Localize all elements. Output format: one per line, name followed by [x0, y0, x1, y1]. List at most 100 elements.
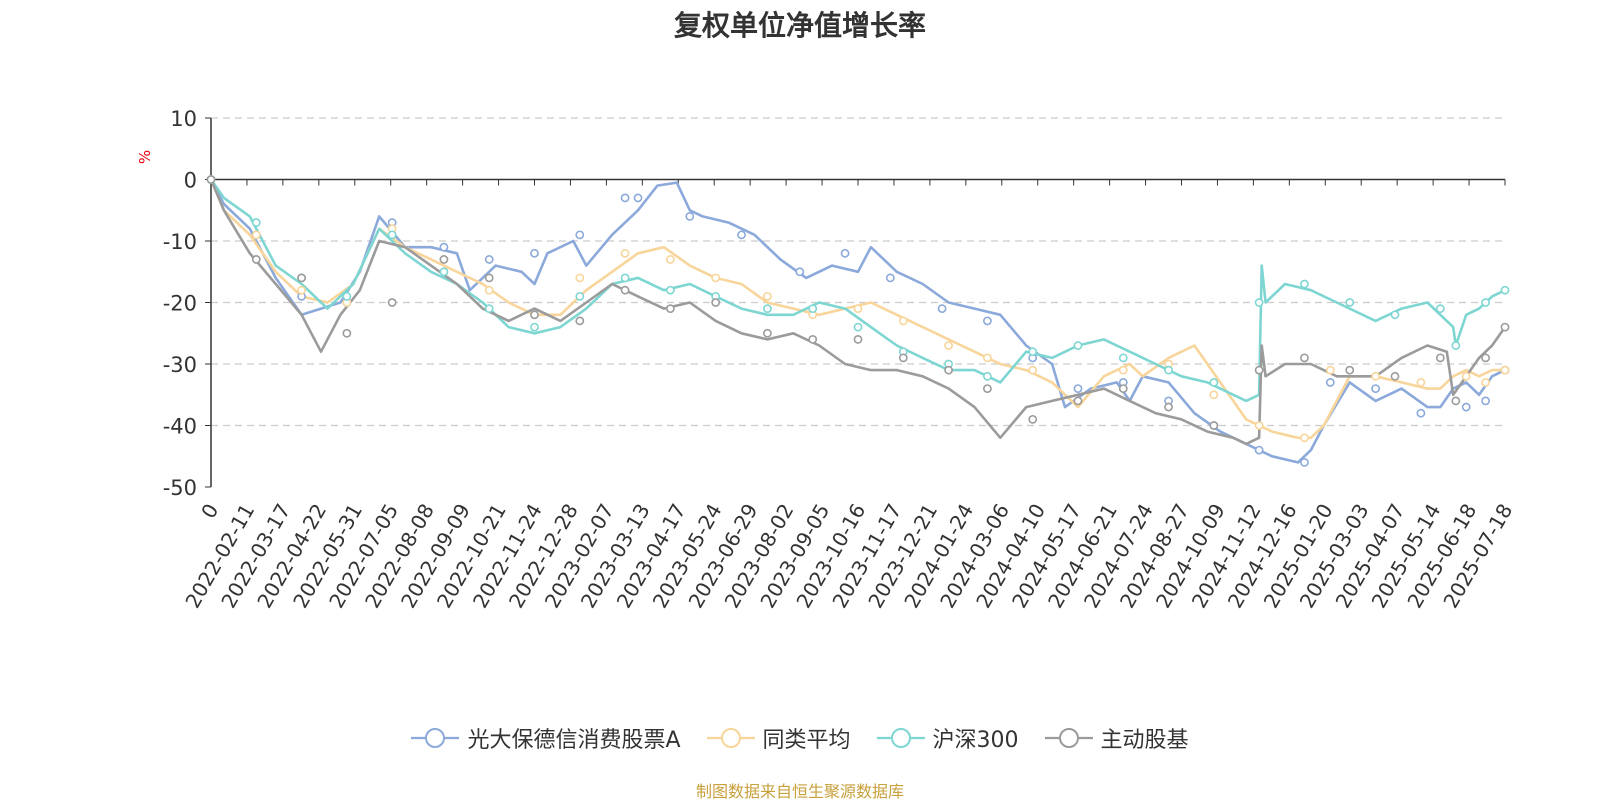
legend-item[interactable]: 沪深300 — [876, 722, 1019, 754]
series-point-3 — [297, 273, 306, 283]
series-point-2 — [1345, 298, 1355, 307]
series-point-1 — [1461, 371, 1471, 381]
series-point-2 — [620, 273, 630, 283]
series-point-3 — [944, 365, 953, 375]
series-point-2 — [251, 218, 261, 227]
series-point-3 — [711, 298, 721, 307]
legend-label: 沪深300 — [932, 728, 1019, 753]
series-point-0 — [937, 304, 947, 314]
legend-item[interactable]: 同类平均 — [706, 722, 851, 754]
legend-swatch-icon — [1044, 728, 1093, 748]
series-point-1 — [944, 341, 953, 350]
series-point-3 — [1451, 396, 1461, 406]
series-point-3 — [575, 316, 585, 326]
source-note: 制图数据来自恒生聚源数据库 — [695, 782, 904, 801]
series-point-3 — [898, 353, 908, 363]
series-point-2 — [1254, 298, 1264, 307]
legend-label: 同类平均 — [762, 728, 851, 753]
legend-swatch-icon — [411, 728, 460, 748]
series-point-3 — [342, 328, 352, 338]
series-point-2 — [342, 291, 352, 301]
series-point-3 — [1028, 414, 1038, 424]
series-point-3 — [620, 285, 630, 295]
series-point-3 — [206, 175, 216, 184]
series-point-2 — [575, 291, 585, 301]
legend-swatch-circle — [1058, 728, 1079, 748]
series-point-0 — [439, 242, 449, 252]
series-point-2 — [763, 304, 772, 314]
x-tick-label: 0 — [196, 500, 223, 523]
series-point-2 — [1300, 279, 1309, 289]
series-point-1 — [484, 285, 494, 295]
series-point-0 — [575, 230, 585, 240]
series-point-1 — [1416, 378, 1426, 387]
series-layer — [206, 175, 1510, 467]
series-point-3 — [251, 255, 261, 264]
series-point-2 — [1164, 365, 1173, 375]
y-tick-label: -30 — [163, 353, 197, 377]
series-point-0 — [530, 248, 539, 258]
series-point-3 — [665, 304, 675, 314]
series-point-1 — [1118, 365, 1128, 375]
series-point-0 — [633, 193, 643, 203]
series-point-3 — [1118, 384, 1128, 393]
series-line-1 — [209, 178, 1505, 440]
series-point-1 — [297, 285, 306, 295]
series-point-2 — [1118, 353, 1128, 363]
series-point-2 — [1435, 304, 1445, 314]
series-point-3 — [763, 328, 772, 338]
series-point-3 — [1300, 353, 1309, 363]
series-point-3 — [1345, 365, 1355, 375]
series-point-2 — [853, 322, 863, 332]
legend-label: 主动股基 — [1100, 728, 1189, 753]
series-point-3 — [1254, 365, 1264, 375]
series-point-3 — [1435, 353, 1445, 363]
series-point-1 — [1028, 365, 1038, 375]
series-point-1 — [575, 273, 585, 283]
chart-title: 复权单位净值增长率 — [673, 9, 926, 42]
legend-item[interactable]: 光大保德信消费股票A — [411, 722, 681, 754]
series-point-1 — [983, 353, 992, 363]
legend-swatch-icon — [876, 728, 925, 748]
series-point-3 — [1209, 421, 1219, 430]
series-point-1 — [763, 291, 772, 301]
series-point-1 — [665, 255, 675, 264]
legend-swatch-circle — [890, 728, 911, 748]
series-point-3 — [530, 310, 539, 320]
series-point-2 — [1209, 378, 1219, 387]
series-point-3 — [439, 255, 449, 264]
series-point-0 — [885, 273, 895, 283]
series-point-0 — [737, 230, 746, 240]
series-point-1 — [1300, 433, 1309, 443]
series-point-0 — [1300, 457, 1309, 467]
series-point-3 — [1481, 353, 1490, 363]
series-point-0 — [1371, 384, 1380, 393]
legend-item[interactable]: 主动股基 — [1044, 722, 1189, 754]
series-point-0 — [484, 255, 494, 264]
series-point-3 — [1073, 396, 1083, 406]
series-point-1 — [1371, 371, 1380, 381]
series-point-0 — [795, 267, 805, 277]
series-line-2 — [209, 178, 1506, 403]
series-point-0 — [983, 316, 992, 326]
series-point-0 — [620, 193, 630, 203]
series-point-2 — [1451, 341, 1461, 350]
series-point-0 — [685, 211, 695, 221]
chart-legend[interactable]: 光大保德信消费股票A 同类平均 沪深300 主动股基 — [0, 722, 1600, 754]
series-point-1 — [251, 230, 261, 240]
legend-label: 光大保德信消费股票A — [467, 728, 681, 753]
series-point-2 — [484, 304, 494, 314]
series-point-2 — [665, 285, 675, 295]
series-point-3 — [853, 334, 863, 344]
y-tick-label: -50 — [163, 476, 197, 500]
series-line-3 — [209, 178, 1507, 446]
series-point-2 — [387, 230, 397, 240]
series-point-0 — [1254, 445, 1264, 455]
series-point-3 — [1500, 322, 1510, 332]
series-point-1 — [898, 316, 908, 326]
legend-swatch-circle — [425, 728, 446, 748]
y-tick-label: -10 — [163, 230, 197, 254]
series-point-3 — [1164, 402, 1173, 412]
